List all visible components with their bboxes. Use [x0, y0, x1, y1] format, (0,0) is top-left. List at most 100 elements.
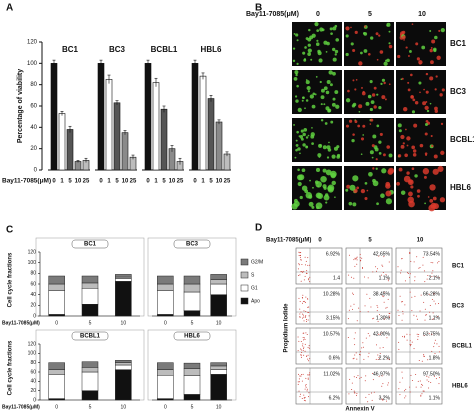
bar-segment: [115, 281, 132, 317]
cell-dot: [309, 94, 315, 99]
bar: [121, 132, 129, 171]
event-dot: [372, 372, 374, 374]
event-dot: [381, 398, 383, 400]
x-tick-label: 0: [164, 404, 167, 410]
event-dot: [405, 395, 407, 397]
cell-dot: [372, 134, 377, 139]
cell-dot: [357, 124, 361, 128]
cell-dot: [362, 90, 365, 94]
x-axis-label: Bay11-7085(μM): [2, 178, 51, 185]
event-dot: [304, 350, 306, 352]
event-dot: [402, 301, 404, 303]
cell-dot: [295, 33, 299, 37]
cell-dot: [414, 174, 418, 178]
cell-dot: [437, 165, 444, 173]
cell-dot: [354, 30, 358, 34]
bar-segment: [81, 304, 99, 317]
cell-dot: [296, 62, 299, 65]
event-dot: [352, 308, 354, 310]
event-dot: [413, 314, 415, 316]
event-dot: [353, 259, 355, 261]
cell-dot: [430, 134, 433, 138]
event-dot: [307, 311, 309, 313]
bar-segment: [81, 390, 99, 401]
cell-dot: [305, 145, 308, 148]
event-dot: [402, 377, 404, 379]
cell-dot: [388, 44, 393, 49]
event-dot: [298, 251, 300, 253]
quadrant-percent: 1.1%: [429, 315, 441, 321]
event-dot: [382, 272, 384, 274]
cell-dot: [297, 181, 302, 187]
quadrant-percent: 1.30%: [376, 315, 391, 321]
event-dot: [437, 315, 439, 317]
cell-dot: [335, 104, 340, 109]
x-tick-label: 5: [162, 179, 166, 185]
event-dot: [351, 388, 353, 390]
event-dot: [421, 360, 423, 362]
quadrant-percent: 6.2%: [329, 395, 341, 401]
cell-dot: [440, 122, 444, 126]
event-dot: [304, 275, 306, 277]
flow-plot: [295, 327, 343, 365]
cell-dot: [332, 57, 337, 62]
event-dot: [423, 390, 425, 392]
event-dot: [356, 358, 358, 360]
cell-dot: [307, 37, 312, 42]
event-dot: [363, 358, 365, 360]
cell-dot: [324, 122, 328, 125]
event-dot: [399, 381, 401, 383]
cell-dot: [307, 90, 310, 93]
event-dot: [303, 346, 305, 348]
x-tick-label: 0: [55, 404, 58, 410]
event-dot: [356, 395, 358, 397]
facet-title: BCBL1: [80, 334, 101, 340]
cell-dot: [431, 39, 436, 44]
cell-dot: [441, 88, 445, 92]
bar: [199, 75, 207, 171]
y-tick-label: 20: [30, 388, 36, 394]
cell-dot: [330, 170, 337, 178]
cell-dot: [360, 51, 363, 55]
event-dot: [297, 336, 299, 338]
event-dot: [298, 264, 300, 266]
cell-dot: [304, 107, 306, 110]
cell-dot: [421, 45, 426, 50]
event-dot: [304, 300, 306, 302]
quadrant-percent: 42.65%: [373, 251, 391, 257]
micrograph: [396, 70, 446, 114]
event-dot: [303, 320, 305, 322]
event-dot: [422, 264, 424, 266]
event-dot: [430, 381, 432, 383]
cell-dot: [381, 95, 386, 100]
event-dot: [438, 261, 440, 263]
event-dot: [302, 314, 304, 316]
legend-swatch: [240, 284, 249, 292]
event-dot: [383, 291, 385, 293]
cell-dot: [352, 175, 359, 182]
cell-dot: [292, 59, 296, 63]
cell-dot: [299, 152, 301, 155]
cell-dot: [307, 52, 312, 56]
bar-segment: [48, 369, 65, 375]
cell-dot: [332, 47, 336, 52]
cell-dot: [425, 72, 429, 76]
flow-plot: [395, 327, 443, 365]
x-tick-label: 5: [68, 179, 72, 185]
event-dot: [359, 377, 361, 379]
event-dot: [299, 375, 301, 377]
event-dot: [428, 293, 430, 295]
event-dot: [302, 297, 304, 299]
flow-plot: [395, 367, 443, 405]
cell-dot: [439, 197, 446, 203]
flow-plot: [395, 247, 443, 285]
y-tick-label: 120: [28, 249, 37, 255]
cell-dot: [406, 171, 410, 175]
cell-dot: [368, 52, 371, 56]
bar-segment: [210, 365, 227, 370]
cell-dot: [293, 123, 295, 126]
facet-title: HBL6: [184, 334, 200, 340]
y-tick-label: 0: [34, 168, 38, 174]
panel-label: B: [255, 3, 262, 14]
cell-dot: [297, 107, 302, 113]
